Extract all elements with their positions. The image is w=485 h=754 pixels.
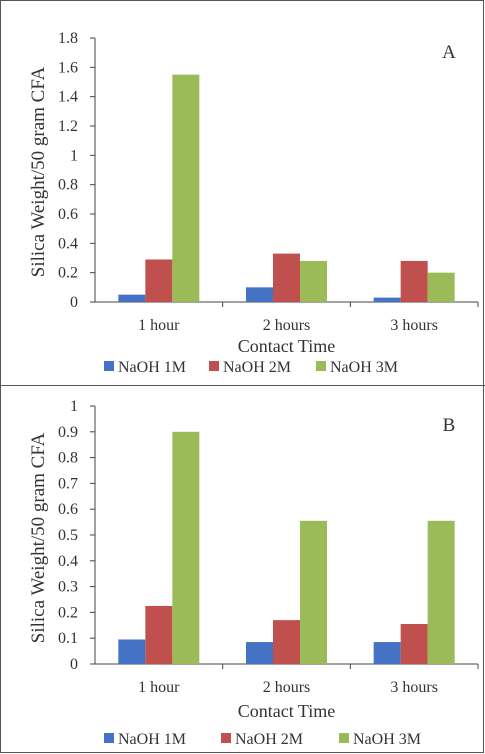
bar-naoh-3m-1-hour <box>172 74 200 303</box>
y-tick-label: 0.5 <box>58 527 78 544</box>
y-tick-label: 0.4 <box>58 235 78 252</box>
y-tick-label: 0.9 <box>58 424 78 441</box>
y-axis-label: Silica Weight/50 gram CFA <box>28 433 49 644</box>
legend-swatch <box>316 361 326 371</box>
bar-naoh-1m-3-hours <box>373 642 401 664</box>
chart-a-svg: 0 0.2 0.4 0.6 0.8 1 1.2 1.4 1.6 1.8 1 hour 2 hours 3… <box>28 30 479 376</box>
chart-panel-a: 0 0.2 0.4 0.6 0.8 1 1.2 1.4 1.6 1.8 1 hour 2 hours 3… <box>28 30 479 376</box>
y-tick-label: 0.2 <box>58 265 78 282</box>
y-tick-label: 0.1 <box>58 630 78 647</box>
bar-naoh-1m-1-hour <box>118 639 146 664</box>
y-tick-label: 1.4 <box>58 89 78 106</box>
bar-naoh-3m-2-hours <box>300 260 327 302</box>
legend-swatch <box>221 733 231 743</box>
legend-label: NaOH 1M <box>118 359 186 376</box>
legend-swatch <box>339 733 349 743</box>
legend-swatch <box>104 361 114 371</box>
bar-naoh-1m-2-hours <box>246 287 273 302</box>
legend-swatch <box>209 361 219 371</box>
bar-naoh-3m-3-hours <box>427 272 455 302</box>
y-tick-label: 0 <box>70 294 78 311</box>
y-tick-label: 1.8 <box>58 30 78 47</box>
legend-swatch <box>104 733 114 743</box>
y-tick-label: 0.8 <box>58 177 78 194</box>
bar-naoh-1m-1-hour <box>118 294 146 302</box>
bar-naoh-2m-3-hours <box>400 260 428 302</box>
legend-label: NaOH 2M <box>223 359 291 376</box>
x-category-label: 2 hours <box>263 317 311 334</box>
y-tick-label: 0.7 <box>58 475 78 492</box>
bar-naoh-3m-3-hours <box>427 520 455 664</box>
y-tick-label: 1 <box>70 398 78 415</box>
y-tick-label: 0 <box>70 656 78 673</box>
panel-divider <box>0 385 485 386</box>
y-tick-label: 0.8 <box>58 450 78 467</box>
legend-label: NaOH 3M <box>353 731 421 748</box>
x-category-label: 1 hour <box>138 679 180 696</box>
y-tick-label: 0.2 <box>58 604 78 621</box>
bar-naoh-2m-1-hour <box>145 259 173 302</box>
x-category-label: 3 hours <box>390 317 438 334</box>
legend-label: NaOH 1M <box>118 731 186 748</box>
panel-label: A <box>442 42 456 63</box>
bar-naoh-3m-1-hour <box>172 431 200 664</box>
x-category-label: 2 hours <box>263 679 311 696</box>
bar-naoh-2m-2-hours <box>273 253 300 302</box>
legend-label: NaOH 2M <box>235 731 303 748</box>
bar-naoh-2m-2-hours <box>273 620 300 664</box>
chart-b-svg: 0 0.1 0.2 0.3 0.4 0.5 0.6 0.7 0.8 0.9 1 1 hour 2 hou… <box>28 398 479 748</box>
y-tick-label: 1 <box>70 147 78 164</box>
y-tick-label: 0.6 <box>58 206 78 223</box>
y-tick-label: 0.4 <box>58 553 78 570</box>
bar-naoh-1m-3-hours <box>373 297 401 302</box>
x-category-label: 3 hours <box>390 679 438 696</box>
x-axis-label: Contact Time <box>238 701 336 721</box>
x-axis-label: Contact Time <box>238 336 336 356</box>
bar-naoh-3m-2-hours <box>300 520 327 664</box>
y-axis-label: Silica Weight/50 gram CFA <box>28 67 49 278</box>
y-tick-label: 1.2 <box>58 118 78 135</box>
x-category-label: 1 hour <box>138 317 180 334</box>
bar-naoh-1m-2-hours <box>246 642 273 664</box>
y-tick-label: 0.6 <box>58 501 78 518</box>
y-tick-label: 0.3 <box>58 579 78 596</box>
bar-naoh-2m-1-hour <box>145 605 173 664</box>
bar-naoh-2m-3-hours <box>400 624 428 664</box>
panel-label: B <box>443 415 456 436</box>
y-tick-label: 1.6 <box>58 59 78 76</box>
legend-label: NaOH 3M <box>330 359 398 376</box>
chart-panel-b: 0 0.1 0.2 0.3 0.4 0.5 0.6 0.7 0.8 0.9 1 1 hour 2 hou… <box>0 386 485 754</box>
